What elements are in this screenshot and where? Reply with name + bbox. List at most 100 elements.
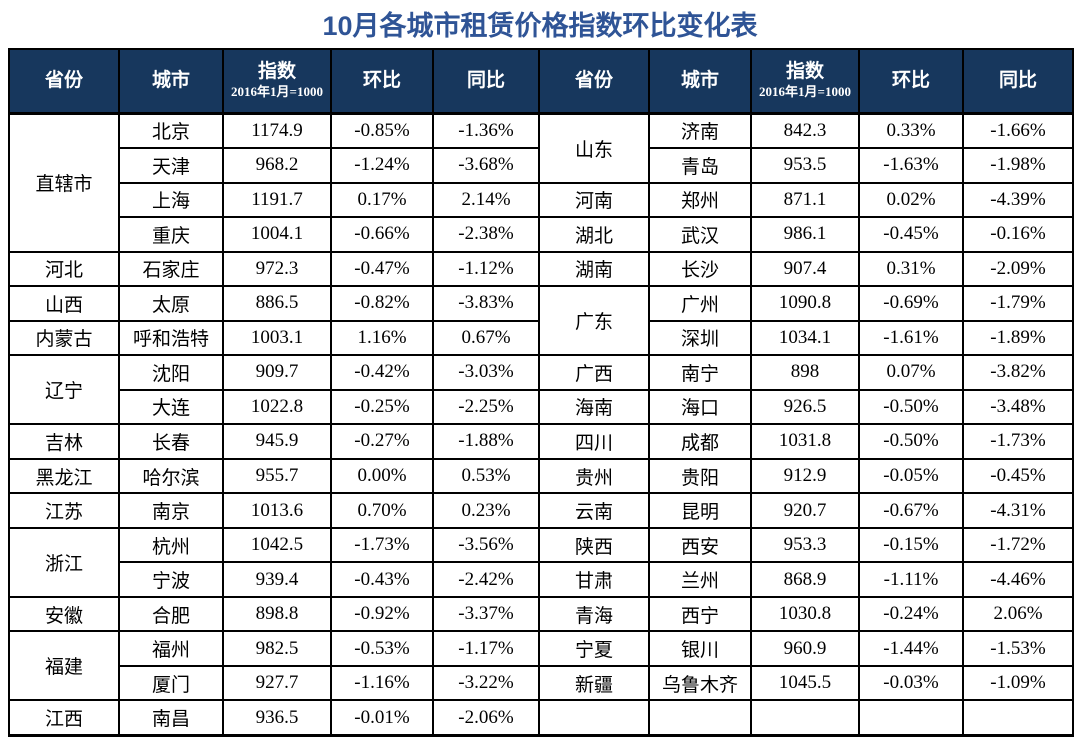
header-province-left: 省份: [8, 48, 120, 115]
mom-cell: -0.47%: [330, 250, 434, 288]
province-cell: 四川: [538, 423, 650, 460]
yoy-cell: -4.31%: [962, 492, 1074, 529]
city-cell: 合肥: [118, 595, 224, 633]
yoy-cell: 2.14%: [432, 182, 540, 219]
province-cell: 山东: [538, 112, 650, 184]
index-cell: 907.4: [750, 250, 860, 288]
city-cell: 上海: [118, 182, 224, 219]
mom-cell: -1.63%: [858, 147, 964, 184]
mom-cell: -0.66%: [330, 216, 434, 253]
mom-cell: -0.85%: [330, 111, 434, 150]
index-cell: 871.1: [750, 181, 860, 219]
index-cell: 898.8: [222, 595, 332, 633]
index-cell: 968.2: [222, 147, 332, 184]
index-cell: [750, 699, 860, 738]
yoy-cell: -4.46%: [962, 561, 1074, 598]
province-cell: 海南: [538, 388, 650, 426]
header-index-label: 指数: [785, 61, 824, 83]
province-cell: 湖北: [538, 216, 650, 253]
city-cell: 昆明: [648, 492, 752, 529]
table-row: 安徽 合肥 898.8 -0.92% -3.37% 青海 西宁 1030.8 -0.24% 2.0…: [8, 595, 1074, 633]
city-cell: 长春: [118, 423, 224, 460]
province-cell: 河北: [8, 250, 120, 288]
mom-cell: -0.45%: [858, 216, 964, 253]
city-cell: 南昌: [118, 699, 224, 738]
yoy-cell: -2.25%: [432, 389, 540, 426]
mom-cell: -0.69%: [858, 285, 964, 322]
city-cell: 兰州: [648, 561, 752, 598]
yoy-cell: -3.48%: [962, 388, 1074, 426]
mom-cell: -0.50%: [858, 423, 964, 460]
table-row: 宁波 939.4 -0.43% -2.42% 甘肃 兰州 868.9 -1.11% -4.46%: [9, 561, 1074, 598]
mom-cell: 0.17%: [330, 182, 434, 219]
yoy-cell: 2.06%: [962, 595, 1074, 633]
mom-cell: -0.24%: [858, 595, 964, 633]
city-cell: 宁波: [118, 561, 224, 598]
index-cell: 927.7: [222, 665, 332, 702]
mom-cell: -1.44%: [858, 630, 964, 667]
header-yoy-right: 同比: [962, 48, 1074, 115]
table-row: 河北 石家庄 972.3 -0.47% -1.12% 湖南 长沙 907.4 0.31% -2.0…: [8, 250, 1074, 288]
city-cell: 天津: [118, 147, 224, 184]
index-cell: 1004.1: [222, 216, 332, 253]
mom-cell: -0.53%: [330, 630, 434, 667]
index-cell: 1042.5: [222, 526, 332, 564]
table-row: 上海 1191.7 0.17% 2.14% 河南 郑州 871.1 0.02% -4.39%: [9, 181, 1074, 219]
table-row: 浙江 杭州 1042.5 -1.73% -3.56% 陕西 西安 953.3 -0.15% -1.…: [8, 526, 1074, 598]
province-cell: 江苏: [8, 492, 120, 529]
index-cell: 1030.8: [750, 595, 860, 633]
yoy-cell: -3.56%: [432, 526, 540, 564]
table-row: 黑龙江 哈尔滨 955.7 0.00% 0.53% 贵州 贵阳 912.9 -0.05% -0.4…: [8, 457, 1074, 495]
table-header: 省份 城市 指数 2016年1月=1000 环比 同比 省份 城市 指数 2016年…: [8, 48, 1074, 115]
yoy-cell: -0.16%: [962, 216, 1074, 253]
table-row: 江苏 南京 1013.6 0.70% 0.23% 云南 昆明 920.7 -0.67% -4.31…: [8, 492, 1074, 529]
yoy-cell: -1.88%: [432, 423, 540, 460]
mom-cell: -1.11%: [858, 561, 964, 598]
table-row: 吉林 长春 945.9 -0.27% -1.88% 四川 成都 1031.8 -0.50% -1.…: [8, 423, 1074, 460]
yoy-cell: -3.68%: [432, 147, 540, 184]
province-cell: 内蒙古: [8, 319, 120, 357]
yoy-cell: -1.09%: [962, 664, 1074, 702]
province-cell: 甘肃: [538, 561, 650, 598]
yoy-cell: 0.53%: [432, 457, 540, 495]
yoy-cell: -2.38%: [432, 216, 540, 253]
city-cell: 南京: [118, 492, 224, 529]
index-cell: 842.3: [750, 111, 860, 150]
yoy-cell: -1.66%: [962, 111, 1074, 150]
city-cell: 广州: [648, 285, 752, 322]
yoy-cell: 0.67%: [432, 319, 540, 357]
header-index-note: 2016年1月=1000: [759, 84, 851, 100]
city-cell: 贵阳: [648, 457, 752, 495]
yoy-cell: -2.09%: [962, 250, 1074, 288]
index-cell: 953.5: [750, 147, 860, 184]
index-cell: 972.3: [222, 250, 332, 288]
city-cell: 深圳: [648, 320, 752, 357]
table-row: 福建 福州 982.5 -0.53% -1.17% 宁夏 银川 960.9 -1.44% -1.5…: [8, 630, 1074, 702]
page-title: 10月各城市租赁价格指数环比变化表: [322, 11, 758, 41]
city-cell: 乌鲁木齐: [648, 664, 752, 702]
yoy-cell: -2.06%: [432, 699, 540, 738]
index-cell: 1191.7: [222, 182, 332, 219]
mom-cell: [858, 699, 964, 738]
index-cell: 926.5: [750, 388, 860, 426]
yoy-cell: -1.79%: [962, 285, 1074, 322]
mom-cell: -0.25%: [330, 389, 434, 426]
table-row: 厦门 927.7 -1.16% -3.22% 新疆 乌鲁木齐 1045.5 -0.03% -1.…: [9, 664, 1074, 702]
yoy-cell: -3.22%: [432, 665, 540, 702]
header-mom-right: 环比: [858, 48, 964, 115]
table-row: 大连 1022.8 -0.25% -2.25% 海南 海口 926.5 -0.50% -3.48…: [9, 388, 1074, 426]
city-cell: [648, 699, 752, 738]
province-cell: 江西: [8, 699, 120, 738]
index-cell: 936.5: [222, 699, 332, 738]
mom-cell: -0.27%: [330, 423, 434, 460]
city-cell: 哈尔滨: [118, 457, 224, 495]
mom-cell: -1.16%: [330, 665, 434, 702]
table-body: 直辖市 北京 1174.9 -0.85% -1.36% 山东 济南 842.3 0.33% -1.…: [8, 111, 1074, 738]
header-city-right: 城市: [648, 48, 752, 115]
mom-cell: 0.02%: [858, 181, 964, 219]
city-cell: 西宁: [648, 595, 752, 633]
mom-cell: -0.05%: [858, 457, 964, 495]
mom-cell: -1.73%: [330, 526, 434, 564]
mom-cell: -0.67%: [858, 492, 964, 529]
yoy-cell: -1.36%: [432, 111, 540, 150]
